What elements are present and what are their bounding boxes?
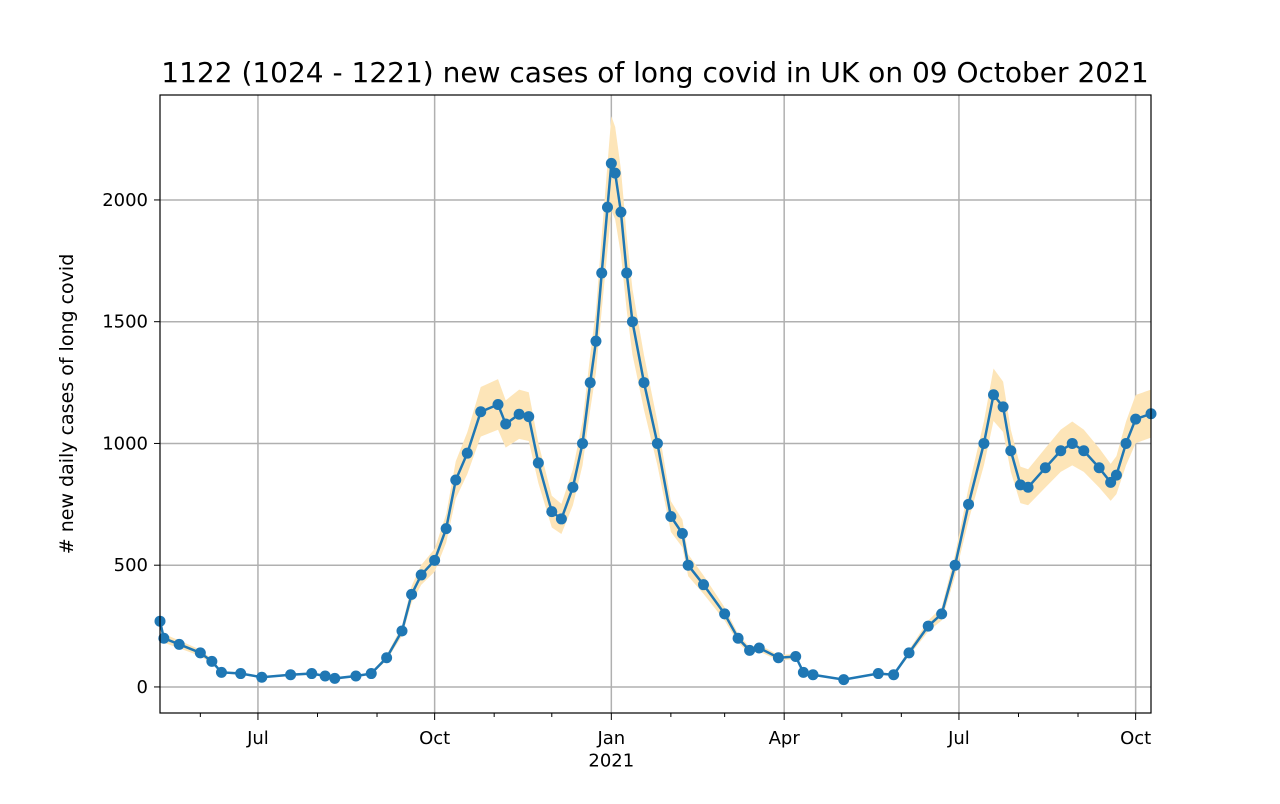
- data-point: [1120, 437, 1132, 449]
- y-tick-label: 2000: [102, 190, 148, 211]
- data-point: [492, 398, 504, 410]
- data-point: [978, 437, 990, 449]
- data-point: [888, 669, 900, 681]
- data-point: [732, 632, 744, 644]
- data-point: [1022, 481, 1034, 493]
- data-point: [577, 437, 589, 449]
- y-tick-label: 500: [114, 555, 148, 576]
- data-point: [206, 655, 218, 667]
- data-point: [936, 608, 948, 620]
- data-point: [997, 401, 1009, 413]
- x-tick-label: Jan 2021: [588, 728, 634, 772]
- data-point: [651, 437, 663, 449]
- data-point: [605, 157, 617, 169]
- data-point: [158, 632, 170, 644]
- data-point: [719, 608, 731, 620]
- x-tick-label: Oct: [419, 728, 450, 749]
- data-point: [475, 406, 487, 418]
- x-tick-label: Oct: [1120, 728, 1151, 749]
- y-tick-label: 0: [137, 677, 148, 698]
- data-point: [698, 579, 710, 591]
- data-point: [753, 642, 765, 654]
- data-point: [450, 474, 462, 486]
- data-point: [285, 669, 297, 681]
- data-point: [601, 201, 613, 213]
- data-point: [532, 457, 544, 469]
- data-point: [194, 647, 206, 659]
- data-point: [797, 666, 809, 678]
- data-point: [922, 620, 934, 632]
- data-point: [1005, 445, 1017, 457]
- data-point: [256, 671, 268, 683]
- data-point: [1055, 445, 1067, 457]
- data-point: [235, 668, 247, 680]
- data-point: [949, 559, 961, 571]
- data-point: [1078, 445, 1090, 457]
- data-point: [461, 447, 473, 459]
- y-tick-label: 1500: [102, 312, 148, 333]
- data-point: [350, 670, 362, 682]
- data-point: [590, 335, 602, 347]
- data-point: [1110, 469, 1122, 481]
- x-tick-label: Jul: [246, 728, 269, 749]
- data-point: [676, 528, 688, 540]
- data-point: [546, 506, 558, 518]
- data-point: [596, 267, 608, 279]
- data-point: [1093, 462, 1105, 474]
- plot-frame: [159, 94, 1152, 714]
- data-point: [626, 316, 638, 328]
- data-point: [872, 668, 884, 680]
- data-point: [807, 669, 819, 681]
- data-point: [615, 206, 627, 218]
- data-point: [1130, 413, 1142, 425]
- data-point: [665, 510, 677, 522]
- data-point: [584, 377, 596, 389]
- data-point: [429, 554, 441, 566]
- data-point: [682, 559, 694, 571]
- data-point: [744, 644, 756, 656]
- y-tick-label: 1000: [102, 433, 148, 454]
- data-point: [1039, 462, 1051, 474]
- data-point: [1066, 437, 1078, 449]
- data-point: [513, 408, 525, 420]
- data-point: [306, 668, 318, 680]
- data-point: [523, 411, 535, 423]
- data-point: [772, 652, 784, 664]
- chart-title: 1122 (1024 - 1221) new cases of long cov…: [161, 56, 1148, 89]
- x-tick-label: Apr: [769, 728, 801, 749]
- data-point: [963, 498, 975, 510]
- data-point: [365, 668, 377, 680]
- data-point: [838, 674, 850, 686]
- data-point: [406, 588, 418, 600]
- data-point: [415, 569, 427, 581]
- data-point: [440, 523, 452, 535]
- data-point: [988, 389, 1000, 401]
- data-point: [903, 647, 915, 659]
- x-tick-label: Jul: [947, 728, 970, 749]
- data-point: [381, 652, 393, 664]
- data-point: [319, 670, 331, 682]
- data-point: [790, 651, 802, 663]
- data-point: [621, 267, 633, 279]
- data-point: [638, 377, 650, 389]
- data-point: [215, 666, 227, 678]
- data-point: [555, 513, 567, 525]
- data-point: [609, 167, 621, 179]
- data-point: [500, 418, 512, 430]
- data-point: [173, 638, 185, 650]
- data-point: [567, 481, 579, 493]
- confidence-band: [160, 116, 1151, 681]
- data-point: [396, 625, 408, 637]
- data-point: [329, 672, 341, 684]
- y-axis-label: # new daily cases of long covid: [56, 254, 78, 554]
